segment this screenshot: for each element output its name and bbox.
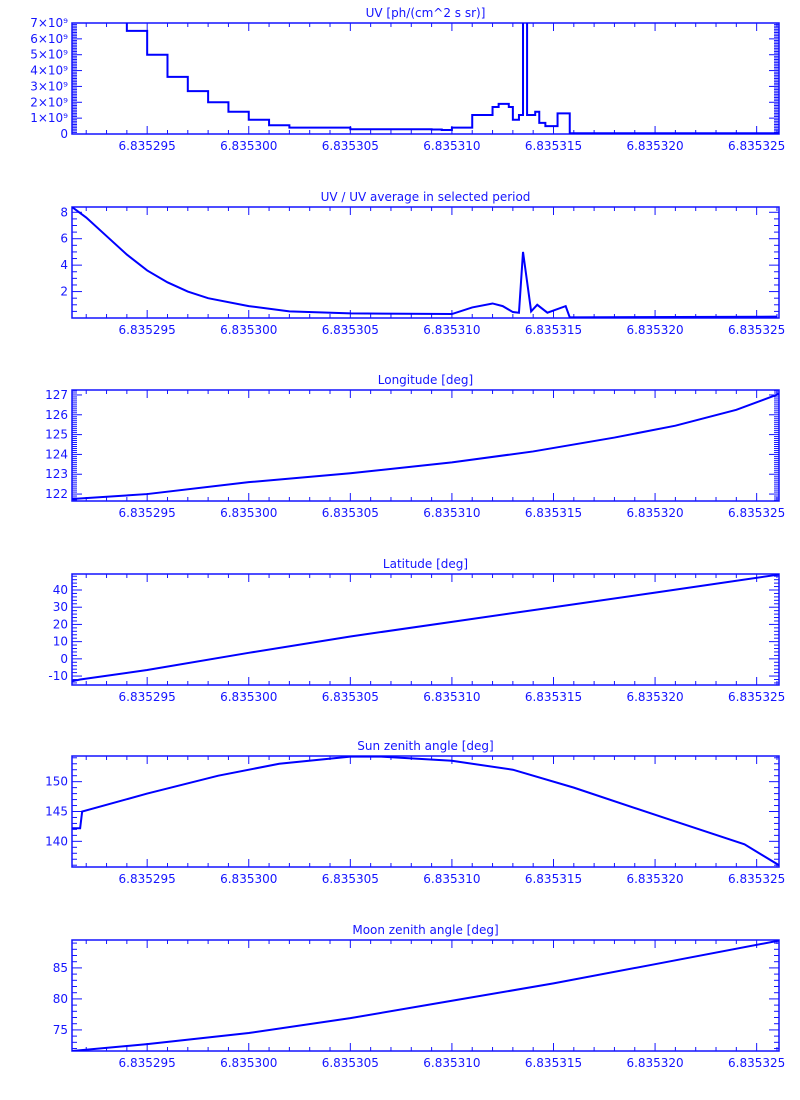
- y-tick-label: 126: [45, 408, 68, 422]
- plot-frame: [71, 22, 780, 135]
- chart-title: Longitude [deg]: [378, 373, 473, 387]
- x-tick-label: 6.835295: [119, 506, 176, 520]
- x-tick-label: 6.835310: [423, 139, 480, 153]
- x-tick-label: 6.835305: [322, 690, 379, 704]
- x-tick-label: 6.835310: [423, 323, 480, 337]
- x-tick-label: 6.835325: [728, 139, 785, 153]
- y-tick-label: 124: [45, 447, 68, 461]
- chart-title: Latitude [deg]: [383, 557, 468, 571]
- x-tick-label: 6.835295: [119, 1056, 176, 1070]
- plot-frame: [71, 389, 780, 502]
- x-tick-label: 6.835320: [626, 872, 683, 886]
- x-tick-label: 6.835310: [423, 690, 480, 704]
- x-tick-label: 6.835300: [220, 872, 277, 886]
- x-tick-label: 6.835325: [728, 1056, 785, 1070]
- x-tick-label: 6.835300: [220, 690, 277, 704]
- x-tick-label: 6.835305: [322, 1056, 379, 1070]
- chart-title: Moon zenith angle [deg]: [352, 923, 498, 937]
- x-tick-label: 6.835305: [322, 872, 379, 886]
- y-tick-label: 85: [53, 961, 68, 975]
- y-tick-label: 5×10⁹: [30, 48, 68, 62]
- x-tick-label: 6.835305: [322, 506, 379, 520]
- y-tick-label: 75: [53, 1023, 68, 1037]
- y-tick-label: 150: [45, 775, 68, 789]
- x-tick-label: 6.835320: [626, 506, 683, 520]
- x-tick-label: 6.835295: [119, 690, 176, 704]
- data-series-line: [72, 940, 779, 1051]
- chart-title: UV [ph/(cm^2 s sr)]: [366, 6, 486, 20]
- x-tick-label: 6.835305: [322, 139, 379, 153]
- y-tick-label: 3×10⁹: [30, 79, 68, 93]
- x-tick-label: 6.835300: [220, 1056, 277, 1070]
- y-tick-label: 30: [53, 600, 68, 614]
- x-tick-label: 6.835310: [423, 872, 480, 886]
- x-tick-label: 6.835300: [220, 506, 277, 520]
- x-tick-label: 6.835325: [728, 506, 785, 520]
- plot-frame: [71, 939, 780, 1052]
- chart-panel-2: UV / UV average in selected period 6.8352…: [60, 190, 785, 337]
- x-tick-label: 6.835300: [220, 139, 277, 153]
- data-series-line: [72, 574, 779, 683]
- y-tick-label: 1×10⁹: [30, 111, 68, 125]
- y-tick-label: 8: [60, 205, 68, 219]
- data-series-line: [125, 23, 779, 134]
- x-tick-label: 6.835315: [525, 872, 582, 886]
- x-tick-label: 6.835315: [525, 139, 582, 153]
- x-tick-label: 6.835325: [728, 872, 785, 886]
- x-tick-label: 6.835310: [423, 506, 480, 520]
- y-tick-label: 145: [45, 805, 68, 819]
- plot-frame: [71, 573, 780, 686]
- y-tick-label: 6×10⁹: [30, 32, 68, 46]
- x-tick-label: 6.835315: [525, 1056, 582, 1070]
- chart-panel-5: Sun zenith angle [deg] 6.835295 6.835300 6.…: [45, 739, 785, 886]
- chart-panel-3: Longitude [deg] 6.835295 6.835300 6.835305 6…: [45, 373, 785, 520]
- y-tick-label: -10: [48, 669, 68, 683]
- y-tick-label: 4: [60, 258, 68, 272]
- y-tick-label: 140: [45, 834, 68, 848]
- chart-title: Sun zenith angle [deg]: [357, 739, 493, 753]
- y-tick-label: 10: [53, 635, 68, 649]
- x-tick-label: 6.835320: [626, 690, 683, 704]
- x-tick-label: 6.835295: [119, 139, 176, 153]
- y-tick-label: 125: [45, 428, 68, 442]
- x-tick-label: 6.835320: [626, 1056, 683, 1070]
- data-series-line: [72, 207, 777, 318]
- x-tick-label: 6.835315: [525, 323, 582, 337]
- y-tick-label: 0: [60, 652, 68, 666]
- data-series-line: [72, 756, 779, 867]
- y-tick-label: 123: [45, 467, 68, 481]
- y-tick-label: 127: [45, 388, 68, 402]
- data-series-line: [72, 393, 779, 501]
- y-tick-label: 40: [53, 583, 68, 597]
- y-tick-label: 7×10⁹: [30, 16, 68, 30]
- plot-frame: [71, 206, 780, 319]
- x-tick-label: 6.835310: [423, 1056, 480, 1070]
- y-tick-label: 4×10⁹: [30, 64, 68, 78]
- y-tick-label: 20: [53, 617, 68, 631]
- y-tick-label: 2×10⁹: [30, 95, 68, 109]
- x-tick-label: 6.835315: [525, 690, 582, 704]
- x-tick-label: 6.835325: [728, 323, 785, 337]
- x-tick-label: 6.835295: [119, 872, 176, 886]
- y-tick-label: 2: [60, 285, 68, 299]
- plot-frame: [71, 755, 780, 868]
- chart-title: UV / UV average in selected period: [321, 190, 531, 204]
- y-tick-label: 6: [60, 232, 68, 246]
- x-tick-label: 6.835320: [626, 139, 683, 153]
- chart-panel-6: Moon zenith angle [deg] 6.835295 6.835300 6…: [53, 923, 786, 1070]
- y-tick-label: 80: [53, 992, 68, 1006]
- chart-panel-1: UV [ph/(cm^2 s sr)] 6.835295 6.835300 6.835…: [30, 6, 785, 153]
- x-tick-label: 6.835295: [119, 323, 176, 337]
- x-tick-label: 6.835315: [525, 506, 582, 520]
- chart-panel-4: Latitude [deg] 6.835295 6.835300 6.835305 6.…: [48, 557, 785, 704]
- x-tick-label: 6.835325: [728, 690, 785, 704]
- x-tick-label: 6.835320: [626, 323, 683, 337]
- x-tick-label: 6.835305: [322, 323, 379, 337]
- y-tick-label: 122: [45, 487, 68, 501]
- x-tick-label: 6.835300: [220, 323, 277, 337]
- y-tick-label: 0: [60, 127, 68, 141]
